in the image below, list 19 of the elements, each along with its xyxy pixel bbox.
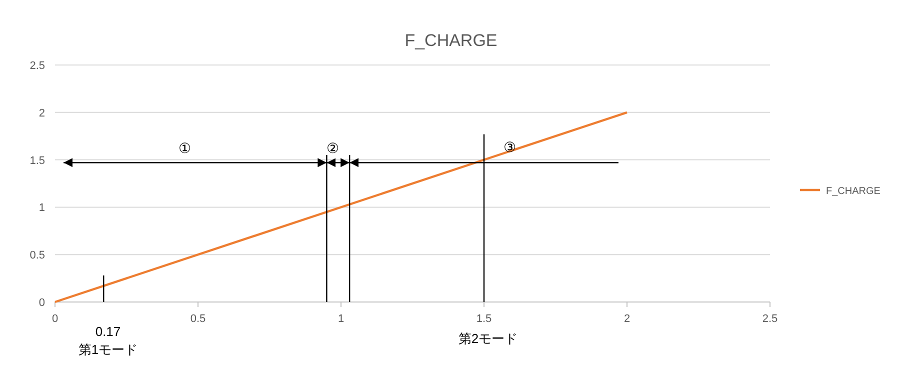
annotation: ① [178,140,192,156]
text: 第2モード [458,331,518,346]
y-tick-label: 0 [38,297,45,309]
x-tick-label: 1 [338,313,344,325]
x-tick-label: 2.5 [762,313,778,325]
y-tick-label: 1.5 [30,154,45,167]
y-tick-label: 1 [38,202,45,214]
legend-label: F_CHARGE [826,186,881,197]
x-tick-label: 0 [52,313,58,325]
x-tick-label: 0.5 [190,313,206,325]
chart-title: F_CHARGE [404,31,498,50]
x-tick-label: 1.5 [476,313,492,325]
y-tick-label: 0.5 [30,250,45,262]
x-tick-label: 2 [624,313,630,325]
text: 第1モード [78,342,138,357]
y-tick-label: 2 [38,107,45,120]
annotation: ② [326,140,340,156]
text: 0.17 [95,324,121,339]
y-tick-label: 2.5 [30,60,45,72]
